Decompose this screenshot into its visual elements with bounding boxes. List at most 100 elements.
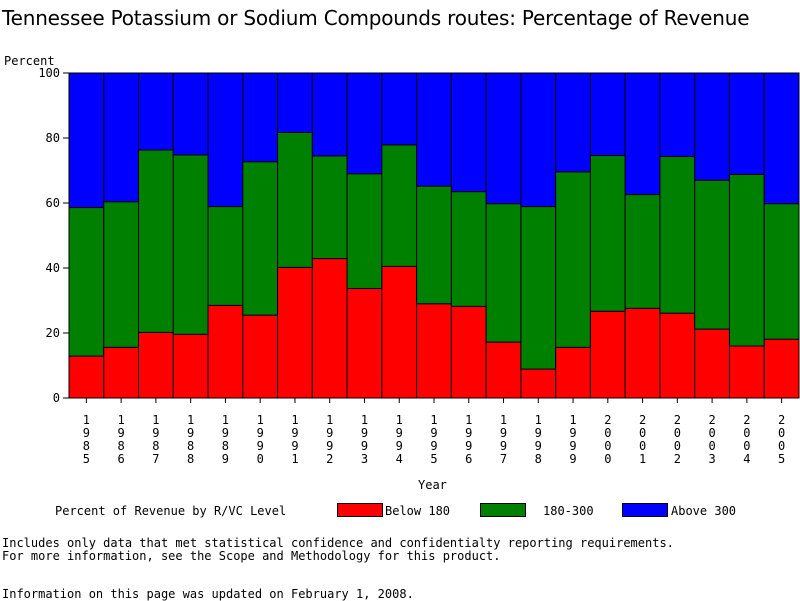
bar-1993-above-300	[346, 72, 383, 175]
bar-2002-below-180	[659, 312, 696, 399]
bar-1995-below-180	[416, 303, 452, 399]
bar-2001-above-300	[624, 72, 661, 196]
bar-2002-above-300	[659, 72, 696, 158]
bar-2002-180-300	[659, 156, 696, 314]
bar-1998-180-300	[520, 206, 557, 370]
note-methodology: For more information, see the Scope and …	[2, 549, 501, 563]
bar-1991-below-180	[277, 266, 313, 399]
bar-1989-below-180	[207, 304, 244, 399]
bar-1992-180-300	[311, 155, 348, 260]
legend-label-below-180: Below 180	[385, 504, 451, 518]
bar-1994-180-300	[381, 144, 418, 267]
bar-1993-below-180	[346, 287, 383, 399]
bar-1989-180-300	[207, 206, 244, 306]
bar-1992-above-300	[311, 72, 348, 157]
bar-1989-above-300	[207, 72, 244, 208]
bar-1986-above-300	[103, 72, 140, 203]
bar-1990-180-300	[242, 161, 279, 316]
bar-2005-above-300	[763, 72, 800, 205]
bar-1996-below-180	[450, 305, 487, 399]
y-axis-label: Percent	[4, 54, 55, 68]
legend-swatch-above-300	[622, 503, 668, 517]
bar-1997-below-180	[485, 341, 522, 399]
bar-1990-above-300	[242, 72, 279, 163]
legend-swatch-below-180	[337, 503, 383, 517]
bar-1996-180-300	[450, 191, 487, 307]
bar-1994-above-300	[381, 72, 418, 146]
bar-1990-below-180	[242, 314, 279, 399]
x-axis-label: Year	[418, 478, 447, 492]
bar-2004-180-300	[728, 173, 765, 347]
bar-1999-above-300	[555, 72, 591, 173]
bar-1986-180-300	[103, 201, 140, 348]
legend-label-180-300: 180-300	[543, 504, 594, 518]
bar-1999-180-300	[555, 171, 591, 348]
bar-1993-180-300	[346, 173, 383, 289]
bar-1985-above-300	[68, 72, 105, 209]
legend-swatch-180-300	[480, 503, 526, 517]
y-tick-label-0: 0	[53, 391, 60, 405]
bar-2005-180-300	[763, 203, 800, 340]
bar-2004-below-180	[728, 345, 765, 399]
y-tick-label-40: 40	[46, 261, 60, 275]
y-tick-label-20: 20	[46, 326, 60, 340]
bar-1996-above-300	[450, 72, 487, 193]
bar-1987-180-300	[138, 149, 174, 333]
chart-title: Tennessee Potassium or Sodium Compounds …	[2, 6, 750, 30]
bar-1995-above-300	[416, 72, 452, 187]
bar-1997-above-300	[485, 72, 522, 205]
bar-1995-180-300	[416, 185, 452, 305]
bar-1985-below-180	[68, 355, 105, 399]
bar-1997-180-300	[485, 203, 522, 343]
bar-1988-above-300	[172, 72, 209, 156]
bar-2004-above-300	[728, 72, 765, 175]
bar-1991-180-300	[277, 131, 313, 268]
bar-2000-above-300	[589, 72, 626, 157]
bar-2005-below-180	[763, 338, 800, 399]
bar-1987-above-300	[138, 72, 174, 151]
bar-1998-below-180	[520, 368, 557, 399]
bar-2000-below-180	[589, 310, 626, 399]
bar-1986-below-180	[103, 346, 140, 399]
bar-2003-below-180	[694, 328, 730, 399]
note-updated: Information on this page was updated on …	[2, 587, 414, 601]
bar-1992-below-180	[311, 258, 348, 399]
y-tick-label-100: 100	[38, 66, 60, 80]
bar-2003-180-300	[694, 179, 730, 330]
bar-2001-180-300	[624, 194, 661, 309]
bar-1994-below-180	[381, 265, 418, 399]
bar-1999-below-180	[555, 346, 591, 399]
bar-1988-180-300	[172, 154, 209, 335]
bar-2003-above-300	[694, 72, 730, 181]
bar-1985-180-300	[68, 207, 105, 357]
bar-2001-below-180	[624, 307, 661, 399]
note-confidentiality: Includes only data that met statistical …	[2, 536, 674, 550]
legend-title: Percent of Revenue by R/VC Level	[55, 504, 287, 518]
y-tick-label-80: 80	[46, 131, 60, 145]
legend-label-above-300: Above 300	[671, 504, 737, 518]
y-tick-label-60: 60	[46, 196, 60, 210]
stacked-bar-chart: 0 20 40 60 80 100 1 9 8 5 1 9 8 6 1 9 8 7 1 9 8 8 1 9 8 9 1 9 9 0 1 9 9 1…	[38, 66, 800, 466]
bar-2000-180-300	[589, 155, 626, 312]
